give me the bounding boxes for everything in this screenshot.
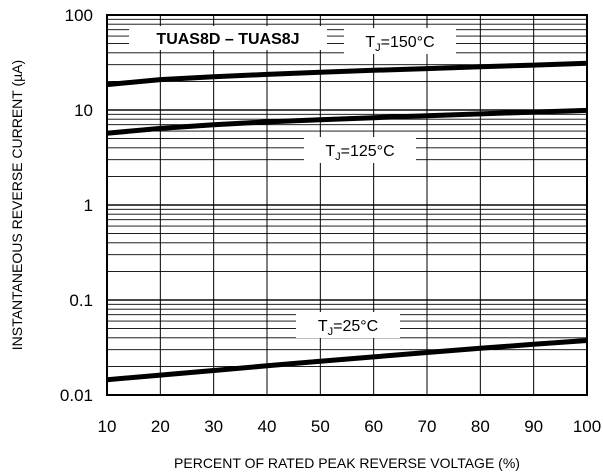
y-tick-labels: 0.01 0.1 1 10 100 [60,6,93,405]
x-tick-label: 70 [418,417,437,436]
series-line-0 [106,60,588,88]
series-label-2: TJ=25°C [318,318,378,338]
y-tick-label: 1 [84,196,93,215]
series-label-0-box [344,28,456,54]
x-tick-label: 100 [573,417,601,436]
curves [106,60,588,383]
x-axis-label: PERCENT OF RATED PEAK REVERSE VOLTAGE (%… [174,455,520,471]
x-tick-label: 50 [311,417,330,436]
x-tick-label: 80 [471,417,490,436]
x-tick-label: 20 [151,417,170,436]
series-label-2-box [296,312,400,338]
series-line-2 [106,338,588,383]
plot-frame [106,14,588,396]
x-tick-label: 30 [204,417,223,436]
series-label-1: TJ=125°C [325,143,394,163]
series-label-0: TJ=150°C [365,34,434,54]
x-tick-labels: 10 20 30 40 50 60 70 80 90 100 [98,417,602,436]
x-tick-label: 10 [98,417,117,436]
title-box [129,26,327,50]
y-tick-label: 0.01 [60,386,93,405]
y-tick-label: 10 [74,101,93,120]
chart-title: TUAS8D – TUAS8J [156,31,299,48]
y-axis-label: INSTANTANEOUS REVERSE CURRENT (µA) [9,60,25,350]
series-label-1-box [304,137,416,163]
curve-labels: TUAS8D – TUAS8J TJ=150°C TJ=125°C TJ=25°C [129,26,456,338]
y-tick-label: 0.1 [69,291,93,310]
series-line-1 [106,107,588,136]
x-tick-label: 40 [258,417,277,436]
x-tick-label: 90 [524,417,543,436]
y-tick-label: 100 [65,6,93,25]
x-tick-label: 60 [364,417,383,436]
